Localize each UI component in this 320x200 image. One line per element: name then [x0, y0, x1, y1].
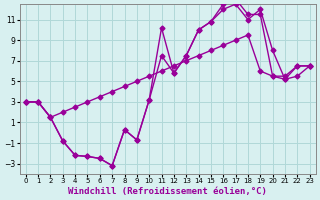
- X-axis label: Windchill (Refroidissement éolien,°C): Windchill (Refroidissement éolien,°C): [68, 187, 267, 196]
